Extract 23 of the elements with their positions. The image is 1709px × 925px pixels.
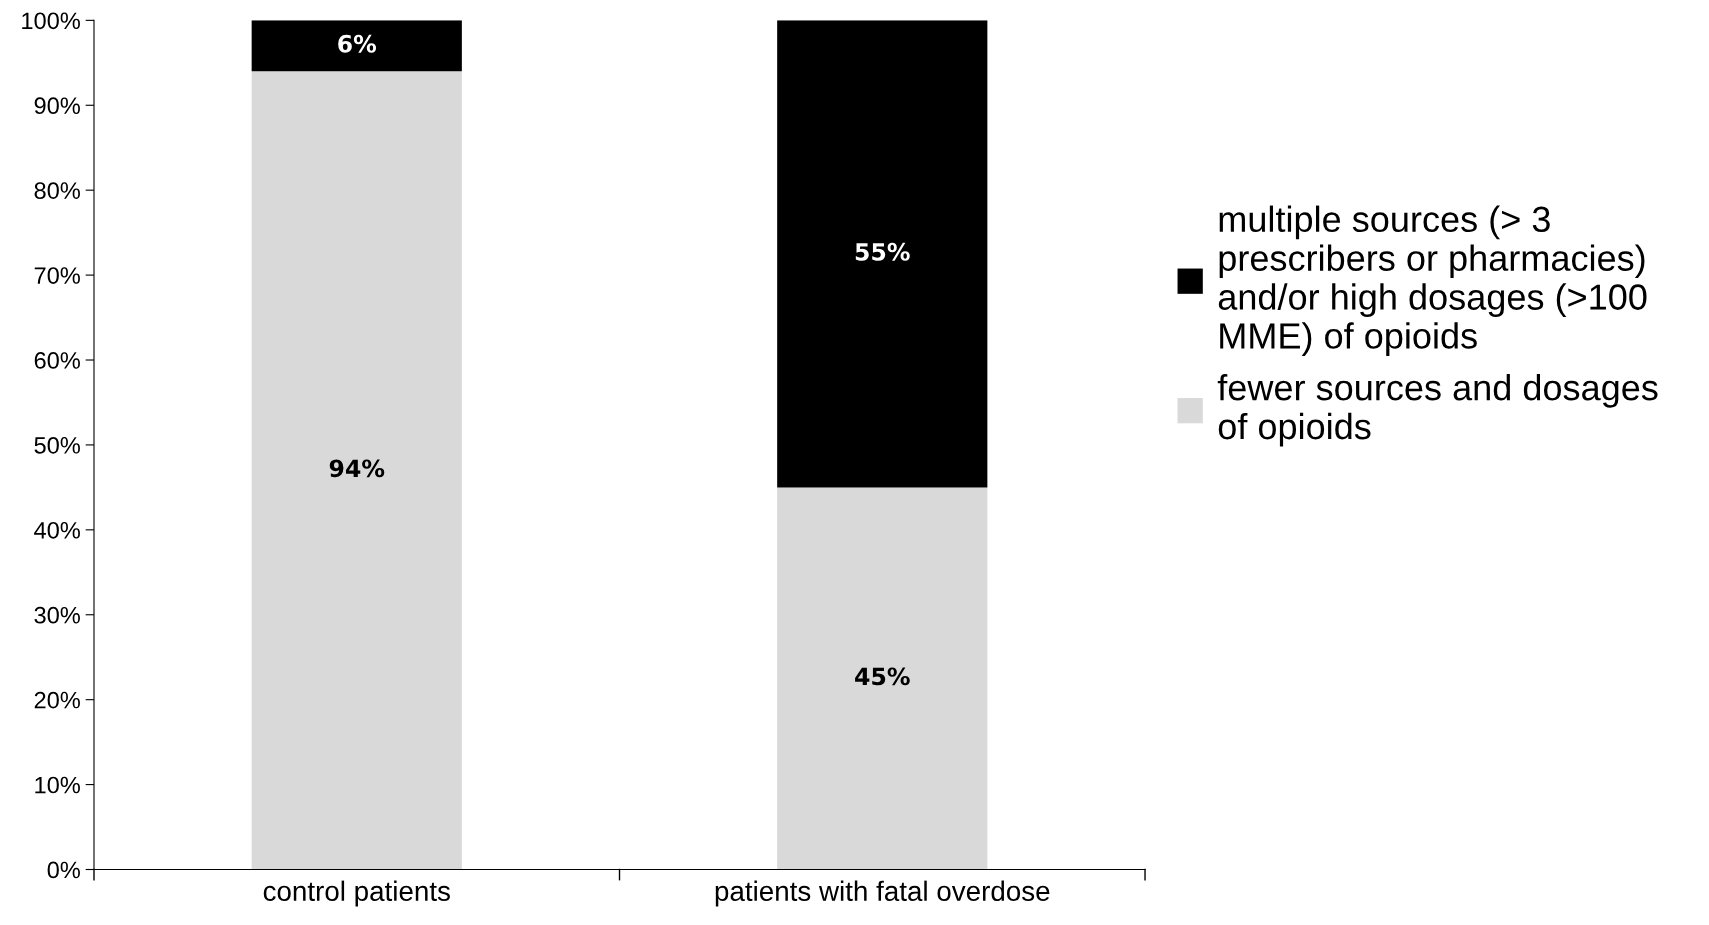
data-label: 55% [855, 242, 910, 261]
y-tick-label: 0% [47, 861, 80, 879]
y-tick-label: 100% [22, 12, 80, 30]
y-tick-label: 90% [34, 97, 80, 115]
y-tick-label: 60% [34, 352, 80, 369]
y-tick-label: 30% [34, 606, 80, 624]
bar [777, 20, 988, 488]
bar [251, 71, 462, 870]
x-tick-label: control patients [263, 880, 450, 907]
y-tick-label: 40% [34, 521, 80, 539]
legend-label: fewer sources and dosages of opioids [1217, 373, 1658, 447]
y-tick-label: 70% [34, 267, 80, 284]
bar [251, 20, 462, 72]
bar [777, 487, 988, 870]
y-tick-label: 10% [35, 776, 80, 794]
data-label: 45% [855, 667, 910, 686]
data-label: 6% [338, 34, 377, 53]
y-tick-label: 80% [34, 182, 80, 199]
y-tick-label: 20% [34, 691, 80, 709]
y-tick-label: 50% [34, 436, 80, 454]
legend-label: multiple sources (> 3 prescribers or pharmacies) and/or high dosages (>100 MME) of opioids [1218, 205, 1647, 356]
data-label: 94% [329, 459, 385, 478]
x-tick-label: patients with fatal overdose [715, 880, 1050, 907]
